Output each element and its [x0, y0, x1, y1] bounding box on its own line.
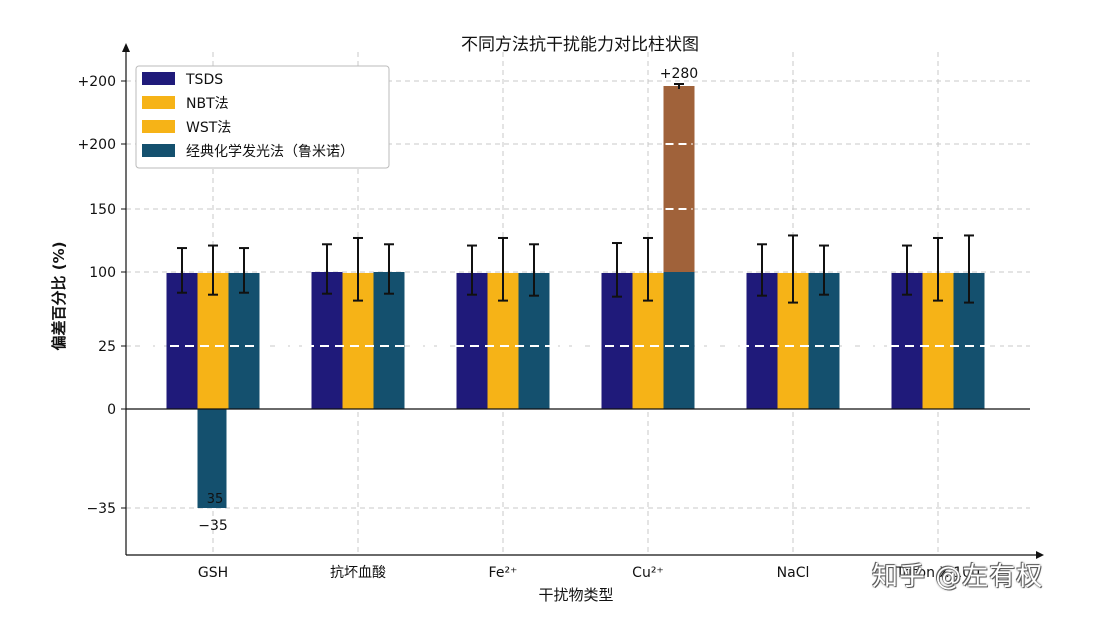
overlay-bar-label: +280 — [660, 66, 698, 82]
x-axis-label: 干扰物类型 — [538, 586, 613, 604]
legend-label: TSDS — [185, 72, 223, 88]
chart-title: 不同方法抗干扰能力对比柱状图 — [461, 35, 699, 55]
y-tick-label: 25 — [98, 339, 116, 355]
legend-label: WST法 — [186, 120, 231, 136]
y-tick-label: +200 — [78, 74, 116, 90]
bar-negative — [197, 409, 227, 508]
x-tick-label: NaCl — [777, 565, 810, 581]
bar — [228, 272, 260, 409]
error-bars — [177, 83, 974, 304]
bars — [166, 86, 985, 508]
x-axis-arrow — [1036, 551, 1044, 559]
overlay-bar — [663, 86, 695, 272]
x-tick-label: Cu²⁺ — [632, 565, 664, 581]
bar — [373, 272, 405, 409]
y-axis-label: 偏差百分比 (%) — [50, 242, 68, 351]
legend-label: 经典化学发光法（鲁米诺） — [186, 144, 354, 160]
axes: +280 −35 0 25 100 150 +200 +200 GSH 抗坏血酸 Fe²⁺ Cu²⁺ N… — [78, 43, 1044, 581]
legend-label: NBT法 — [186, 96, 229, 112]
y-tick-label: 150 — [89, 202, 116, 218]
x-tick-label: 抗坏血酸 — [330, 565, 386, 581]
x-tick-label: GSH — [198, 565, 228, 581]
annotation: 35 — [207, 492, 224, 507]
bar — [311, 272, 343, 409]
legend-box — [135, 65, 390, 169]
bar — [166, 272, 198, 409]
y-tick-label: +200 — [78, 137, 116, 153]
y-tick-label: 0 — [107, 402, 116, 418]
y-tick-label: −35 — [86, 501, 116, 517]
legend-swatch — [142, 72, 175, 85]
legend-swatch — [142, 144, 175, 157]
x-tick-label: Fe²⁺ — [489, 565, 518, 581]
legend-swatch — [142, 120, 175, 133]
legend-swatch — [142, 96, 175, 109]
y-tick-label: 100 — [89, 265, 116, 281]
dashed-reference-lines — [140, 143, 1000, 347]
annotation: −35 — [198, 518, 228, 534]
watermark: 知乎 @左有权 — [872, 562, 1044, 592]
x-tick-label: Triton X-100 — [895, 565, 980, 581]
y-axis-arrow — [122, 43, 130, 52]
bar — [663, 272, 695, 409]
